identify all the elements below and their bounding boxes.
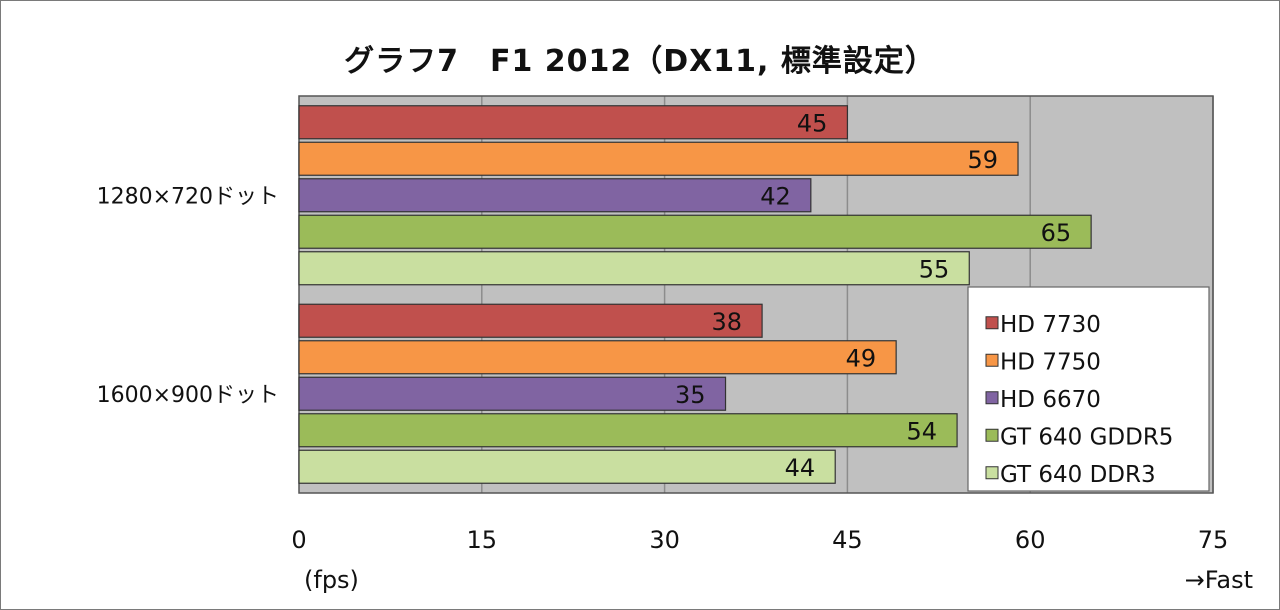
x-tick-label: 15 (467, 526, 498, 554)
plot-border (298, 95, 1214, 494)
data-label: 59 (967, 146, 998, 174)
data-label: 38 (712, 308, 743, 336)
data-label: 54 (907, 417, 938, 445)
legend-label: GT 640 DDR3 (1000, 462, 1156, 488)
category-label: 1600×900ドット (97, 383, 279, 408)
x-axis-label: (fps) (304, 566, 359, 594)
x-tick-label: 45 (832, 526, 863, 554)
data-label: 55 (919, 255, 950, 283)
bar (298, 376, 727, 411)
x-axis-direction-label: →Fast (1185, 566, 1253, 594)
bar (298, 340, 897, 375)
legend-label: HD 6670 (1000, 387, 1101, 413)
bar (298, 413, 958, 448)
legend-label: HD 7750 (1000, 349, 1101, 375)
x-tick-label: 75 (1198, 526, 1229, 554)
data-label: 35 (675, 381, 706, 409)
data-label: 49 (846, 344, 877, 372)
x-tick-label: 0 (291, 526, 306, 554)
data-label: 42 (760, 182, 791, 210)
category-label: 1280×720ドット (97, 184, 279, 209)
bar (298, 178, 812, 213)
chart-title: グラフ7 F1 2012（DX11, 標準設定） (344, 44, 936, 79)
legend-swatch (985, 316, 999, 330)
legend-swatch (985, 428, 999, 442)
bar (298, 214, 1092, 249)
bar (298, 141, 1019, 176)
legend-swatch (985, 353, 999, 367)
legend-label: GT 640 GDDR5 (1000, 424, 1173, 450)
legend-swatch (985, 391, 999, 405)
legend-swatch (985, 466, 999, 480)
bar (298, 449, 836, 484)
bar (298, 303, 763, 338)
data-label: 44 (785, 454, 816, 482)
x-tick-label: 30 (649, 526, 680, 554)
data-label: 45 (797, 109, 828, 137)
data-label: 65 (1041, 219, 1072, 247)
legend-label: HD 7730 (1000, 312, 1101, 338)
legend (967, 286, 1210, 492)
x-tick-label: 60 (1015, 526, 1046, 554)
bar (298, 105, 849, 140)
bar (298, 251, 970, 286)
